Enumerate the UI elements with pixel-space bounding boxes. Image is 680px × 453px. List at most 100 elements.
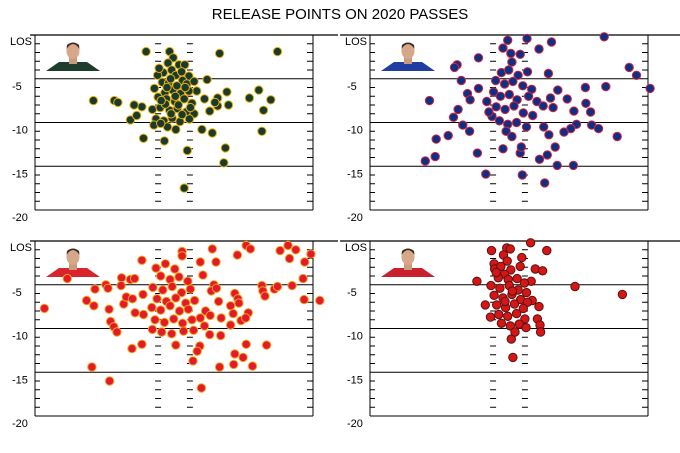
release-point <box>275 245 285 256</box>
release-point <box>431 134 441 144</box>
release-point <box>580 82 591 93</box>
release-point <box>222 87 232 97</box>
release-point <box>150 315 160 325</box>
release-point <box>545 93 556 103</box>
release-point <box>266 95 276 105</box>
release-point <box>192 86 202 96</box>
release-point <box>185 102 196 113</box>
release-point <box>473 53 484 63</box>
scatter-points <box>88 46 283 193</box>
release-point <box>500 104 510 115</box>
release-point <box>116 280 126 291</box>
release-point <box>513 70 523 81</box>
y-tick-label: LOS <box>10 242 32 254</box>
release-point <box>132 110 142 121</box>
release-point <box>499 79 510 89</box>
release-point <box>505 244 515 254</box>
release-point <box>198 270 208 280</box>
release-point <box>540 178 550 188</box>
player-headshot <box>46 42 100 71</box>
panel-3: LOS -5 -10 -15 -20 <box>10 240 338 430</box>
release-point <box>496 261 506 272</box>
release-point <box>138 309 149 320</box>
release-point <box>494 309 504 320</box>
release-point <box>216 330 226 341</box>
release-point <box>542 150 552 160</box>
release-point <box>511 308 522 319</box>
release-point <box>509 101 519 111</box>
release-point <box>503 311 513 321</box>
scatter-points <box>420 32 655 188</box>
release-point <box>187 315 197 325</box>
release-point <box>537 266 548 276</box>
release-point <box>176 287 187 298</box>
release-point <box>570 281 580 292</box>
release-point <box>90 284 100 294</box>
release-point <box>152 294 162 304</box>
release-point <box>182 145 193 156</box>
release-point <box>129 100 139 110</box>
release-point <box>157 327 167 337</box>
release-point <box>148 282 158 293</box>
release-point <box>521 287 532 298</box>
release-point <box>245 244 256 254</box>
release-point <box>291 245 301 255</box>
release-point <box>238 352 248 363</box>
release-point <box>183 304 194 314</box>
release-point <box>129 273 140 284</box>
release-point <box>287 280 297 291</box>
player-headshot <box>46 248 100 277</box>
release-point <box>62 273 73 284</box>
release-point <box>521 122 532 132</box>
release-point <box>211 283 222 293</box>
release-point <box>207 128 218 138</box>
release-point <box>507 286 518 296</box>
y-tick-label: LOS <box>10 36 32 48</box>
release-point <box>507 57 517 67</box>
release-point <box>258 105 269 116</box>
release-point <box>151 263 161 273</box>
release-point <box>228 308 238 319</box>
release-point <box>178 326 189 336</box>
release-point <box>510 327 520 337</box>
release-point <box>517 252 527 263</box>
release-point <box>195 313 206 323</box>
release-point <box>449 62 460 73</box>
release-point <box>506 265 516 275</box>
release-point <box>205 106 215 116</box>
release-point <box>472 276 482 286</box>
release-point <box>137 339 147 349</box>
release-point <box>219 158 229 168</box>
y-tick-label: -5 <box>12 287 22 299</box>
release-point <box>645 83 655 94</box>
release-point <box>306 249 316 259</box>
release-point <box>553 85 563 95</box>
y-tick-label: -15 <box>347 374 363 386</box>
release-point <box>220 143 231 153</box>
release-point <box>260 291 270 301</box>
release-point <box>507 131 517 142</box>
release-point <box>631 70 642 81</box>
y-tick-label: -10 <box>12 125 28 137</box>
release-point <box>88 95 99 106</box>
release-point <box>518 303 528 314</box>
release-point <box>504 65 514 75</box>
release-point <box>430 151 440 162</box>
release-point <box>272 281 283 292</box>
release-point <box>156 271 166 281</box>
release-point <box>532 96 542 107</box>
release-point <box>184 114 195 124</box>
y-tick-label: -15 <box>347 168 363 180</box>
release-point <box>315 295 325 306</box>
chart-title: RELEASE POINTS ON 2020 PASSES <box>212 6 469 23</box>
player-headshot <box>381 248 435 277</box>
release-point <box>486 280 496 291</box>
release-point <box>543 68 554 79</box>
release-point <box>480 300 490 310</box>
release-point <box>485 312 496 322</box>
release-point <box>199 94 210 104</box>
release-point <box>552 160 562 171</box>
release-point <box>112 327 122 337</box>
release-point <box>568 160 579 171</box>
